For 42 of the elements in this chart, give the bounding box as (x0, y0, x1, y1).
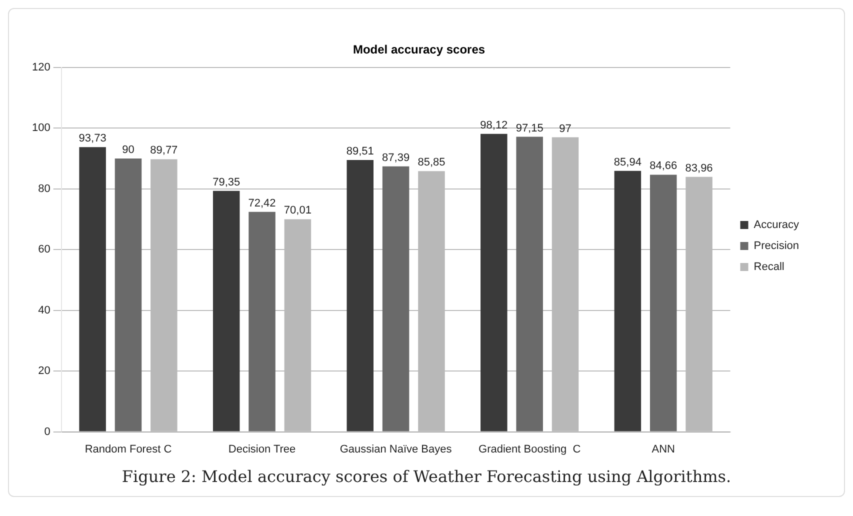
y-tick-label: 40 (38, 304, 50, 316)
data-label: 97 (559, 122, 572, 135)
legend-label: Recall (754, 261, 784, 274)
data-label: 87,39 (382, 152, 410, 164)
bar (212, 190, 240, 432)
data-label: 93,73 (78, 132, 106, 145)
y-tick-label: 120 (32, 61, 50, 74)
data-label: 98,12 (480, 119, 508, 132)
y-tick-label: 20 (38, 365, 50, 378)
data-label: 85,94 (614, 156, 642, 168)
caption: Figure 2: Model accuracy scores of Weather Forecasting using Algorithms. (120, 467, 732, 486)
bar (79, 147, 106, 432)
y-tick-label: 80 (38, 182, 50, 195)
data-label: 89,77 (150, 144, 178, 157)
bar (248, 212, 276, 432)
x-tick-label: Random Forest C (84, 443, 172, 456)
bar (114, 158, 142, 432)
data-label: 84,66 (650, 160, 678, 172)
bar (346, 160, 374, 432)
y-tick-label: 100 (32, 122, 50, 134)
data-label: 90 (122, 144, 134, 156)
bar (614, 170, 642, 432)
bar (516, 136, 543, 432)
data-label: 97,15 (516, 122, 544, 134)
bar (480, 134, 508, 432)
y-tick-label: 60 (38, 244, 50, 256)
bar (382, 166, 410, 432)
bar (650, 174, 677, 432)
data-label: 70,01 (284, 204, 312, 217)
y-tick-label: 0 (44, 426, 50, 438)
x-tick-label: Gradient Boosting C (478, 443, 581, 456)
legend-label: Precision (754, 240, 800, 252)
x-tick-label: Gaussian Naïve Bayes (340, 443, 452, 456)
data-label: 83,96 (685, 162, 713, 174)
legend-label: Accuracy (754, 219, 800, 232)
data-label: 89,51 (346, 146, 374, 158)
x-tick-label: ANN (652, 443, 676, 456)
data-label: 72,42 (248, 197, 276, 210)
data-label: 79,35 (212, 176, 240, 188)
data-label: 85,85 (418, 156, 446, 169)
x-tick-label: Decision Tree (228, 443, 296, 456)
chart-title: Model accuracy scores (352, 42, 486, 57)
